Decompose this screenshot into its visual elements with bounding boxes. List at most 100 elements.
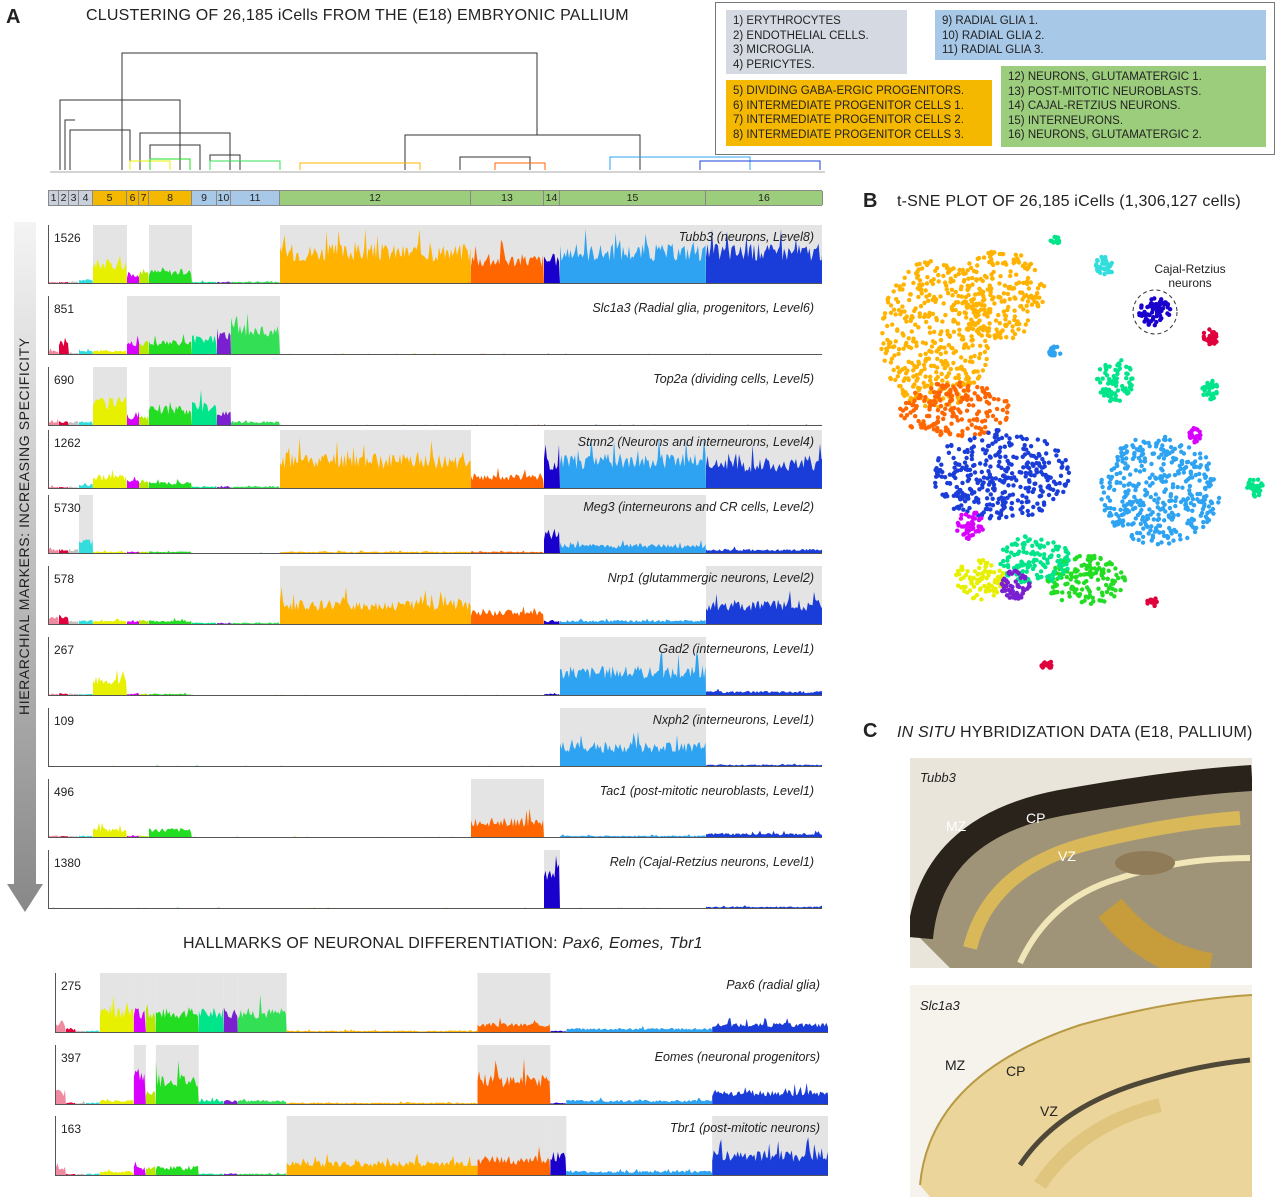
tsne-point: [1183, 465, 1189, 470]
tsne-point: [974, 592, 980, 598]
tsne-point: [968, 355, 974, 360]
expression-area-cluster-4: [86, 1102, 100, 1104]
tsne-point: [987, 569, 992, 574]
tsne-point: [1126, 390, 1131, 395]
tsne-point: [938, 403, 944, 409]
tsne-point: [1147, 304, 1152, 309]
tsne-point: [1133, 468, 1139, 473]
tsne-point: [1211, 339, 1216, 345]
tsne-point: [984, 343, 989, 349]
tsne-point: [1044, 474, 1049, 480]
tsne-point: [1141, 312, 1147, 317]
tsne-point: [930, 297, 935, 302]
tsne-point: [1201, 494, 1207, 500]
tsne-point: [1102, 503, 1108, 508]
tsne-point: [991, 570, 997, 575]
tsne-point: [940, 383, 945, 388]
expression-area-cluster-3: [69, 766, 79, 767]
tsne-point: [945, 427, 950, 432]
tsne-point: [956, 271, 961, 277]
tsne-point: [977, 487, 982, 492]
expression-area-cluster-5: [93, 469, 127, 488]
tsne-point: [1015, 584, 1020, 589]
tsne-point: [979, 333, 984, 338]
tsne-point: [932, 329, 937, 335]
tsne-point: [973, 292, 978, 297]
tsne-point: [936, 279, 941, 284]
tsne-point: [916, 361, 922, 366]
expression-area-cluster-15: [566, 1097, 713, 1104]
tsne-point: [1002, 577, 1007, 583]
expression-area-cluster-11: [235, 836, 275, 837]
tsne-point: [988, 464, 993, 469]
tsne-point: [979, 576, 984, 581]
tsne-point: [933, 377, 939, 382]
tsne-point: [997, 459, 1002, 464]
expression-area-cluster-14: [544, 693, 560, 695]
tsne-point: [941, 263, 947, 268]
tsne-point: [1016, 258, 1021, 263]
tsne-point: [1041, 500, 1047, 505]
expression-area-cluster-9: [192, 485, 217, 488]
tsne-point: [1113, 566, 1118, 571]
tsne-point: [1017, 280, 1022, 285]
tsne-point: [904, 406, 909, 411]
tsne-point: [1054, 582, 1059, 588]
tsne-point: [1165, 449, 1170, 454]
tsne-point: [1168, 445, 1174, 450]
tsne-point: [904, 413, 910, 418]
expression-area-cluster-6: [127, 410, 139, 425]
tsne-point: [984, 576, 989, 581]
tsne-point: [1013, 252, 1018, 257]
tsne-point: [913, 390, 918, 396]
tsne-point: [1124, 376, 1129, 381]
tsne-point: [1026, 489, 1031, 494]
tsne-point: [969, 299, 974, 304]
expression-area-cluster-15: [560, 731, 706, 766]
tsne-point: [1020, 493, 1025, 498]
max-value-label: 690: [54, 373, 75, 387]
tsne-point: [1050, 585, 1056, 590]
tsne-point: [987, 516, 993, 521]
tsne-point: [1015, 319, 1020, 324]
tsne-point: [977, 425, 982, 431]
ish-image-slc1a3: Slc1a3 MZ CP VZ: [910, 985, 1252, 1197]
tsne-point: [1209, 336, 1214, 341]
tsne-point: [1051, 572, 1056, 577]
tsne-point: [1129, 532, 1135, 538]
tsne-point: [1151, 315, 1156, 320]
tsne-point: [1175, 484, 1180, 490]
tsne-point: [1112, 487, 1117, 493]
tsne-point: [898, 406, 903, 411]
tsne-point: [996, 515, 1002, 521]
tsne-point: [1002, 283, 1008, 288]
tsne-point: [891, 367, 896, 373]
tsne-point: [1103, 582, 1109, 588]
tsne-point: [968, 265, 974, 271]
cluster-legend: 1) ERYTHROCYTES 2) ENDOTHELIAL CELLS. 3)…: [715, 2, 1275, 155]
tsne-point: [996, 397, 1001, 402]
tsne-point: [1003, 454, 1008, 459]
tsne-point: [1145, 516, 1151, 521]
tsne-point: [1060, 590, 1065, 595]
tsne-point: [959, 433, 965, 439]
tsne-point: [949, 443, 954, 448]
tsne-point: [1066, 470, 1072, 475]
tsne-point: [994, 590, 1000, 595]
tsne-point: [1014, 272, 1019, 277]
cluster-bar-cell-15: 15: [560, 191, 706, 205]
tsne-point: [1209, 396, 1214, 402]
tsne-point: [940, 319, 945, 324]
tsne-point: [1178, 466, 1183, 472]
tsne-point: [1112, 594, 1117, 599]
tsne-point: [1088, 569, 1093, 574]
tsne-point: [994, 433, 999, 438]
tsne-point: [1136, 448, 1141, 453]
tsne-point: [1148, 528, 1153, 533]
marker-9-panel: 1380 Reln (Cajal-Retzius neurons, Level1): [48, 850, 822, 909]
tsne-point: [985, 443, 991, 449]
tsne-point: [1044, 441, 1050, 447]
tsne-point: [932, 422, 937, 427]
max-value-label: 397: [61, 1051, 82, 1065]
tsne-point: [956, 382, 962, 388]
